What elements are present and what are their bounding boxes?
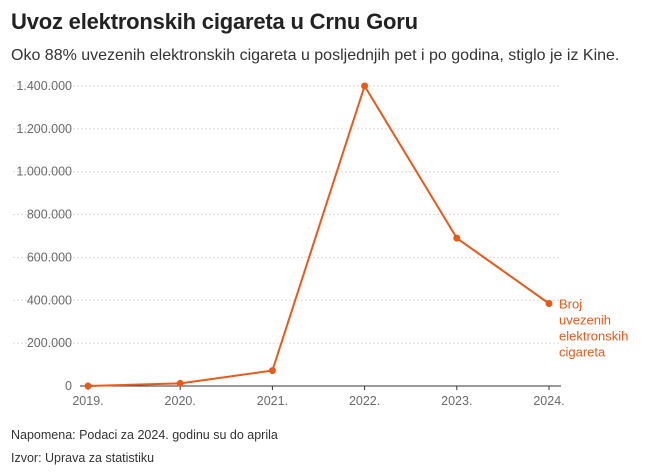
chart-source: Izvor: Uprava za statistiku bbox=[11, 451, 155, 465]
x-tick-label: 2020. bbox=[165, 394, 196, 408]
data-point bbox=[453, 234, 461, 242]
series-line bbox=[87, 85, 550, 387]
y-axis-ticks: 0 200.000 400.000 600.000 800.000 1.000.000 1.… bbox=[16, 79, 72, 393]
chart-note: Napomena: Podaci za 2024. godinu su do a… bbox=[11, 428, 278, 442]
x-tick-label: 2022. bbox=[349, 394, 380, 408]
x-tick-label: 2019. bbox=[72, 394, 103, 408]
series-label-layer: Broj uvezenih elektronskih cigareta bbox=[559, 297, 628, 360]
y-tick-label: 600.000 bbox=[27, 250, 72, 264]
x-axis-ticks: 2019. 2020. 2021. 2022. 2023. 2024. bbox=[72, 386, 565, 408]
x-tick-label: 2021. bbox=[257, 394, 288, 408]
y-tick-label: 1.000.000 bbox=[16, 165, 72, 179]
y-tick-label: 800.000 bbox=[27, 208, 72, 222]
y-tick-label: 400.000 bbox=[27, 293, 72, 307]
data-point bbox=[545, 300, 553, 307]
series-label: Broj uvezenih elektronskih cigareta bbox=[559, 297, 628, 360]
data-point bbox=[176, 379, 184, 387]
line-chart: 0 200.000 400.000 600.000 800.000 1.000.000 1.… bbox=[13, 79, 628, 408]
chart-title: Uvoz elektronskih cigareta u Crnu Goru bbox=[11, 9, 418, 34]
gridlines bbox=[13, 85, 561, 344]
x-tick-label: 2023. bbox=[441, 394, 472, 408]
y-tick-label: 1.400.000 bbox=[16, 79, 72, 93]
y-tick-label: 200.000 bbox=[27, 336, 72, 350]
chart-subtitle: Oko 88% uvezenih elektronskih cigareta u… bbox=[11, 47, 620, 64]
data-point bbox=[268, 367, 276, 375]
data-point bbox=[84, 382, 92, 390]
y-tick-label: 0 bbox=[65, 379, 72, 393]
data-point bbox=[361, 82, 369, 90]
y-tick-label: 1.200.000 bbox=[16, 122, 72, 136]
series-layer bbox=[84, 82, 553, 390]
x-tick-label: 2024. bbox=[533, 394, 564, 408]
